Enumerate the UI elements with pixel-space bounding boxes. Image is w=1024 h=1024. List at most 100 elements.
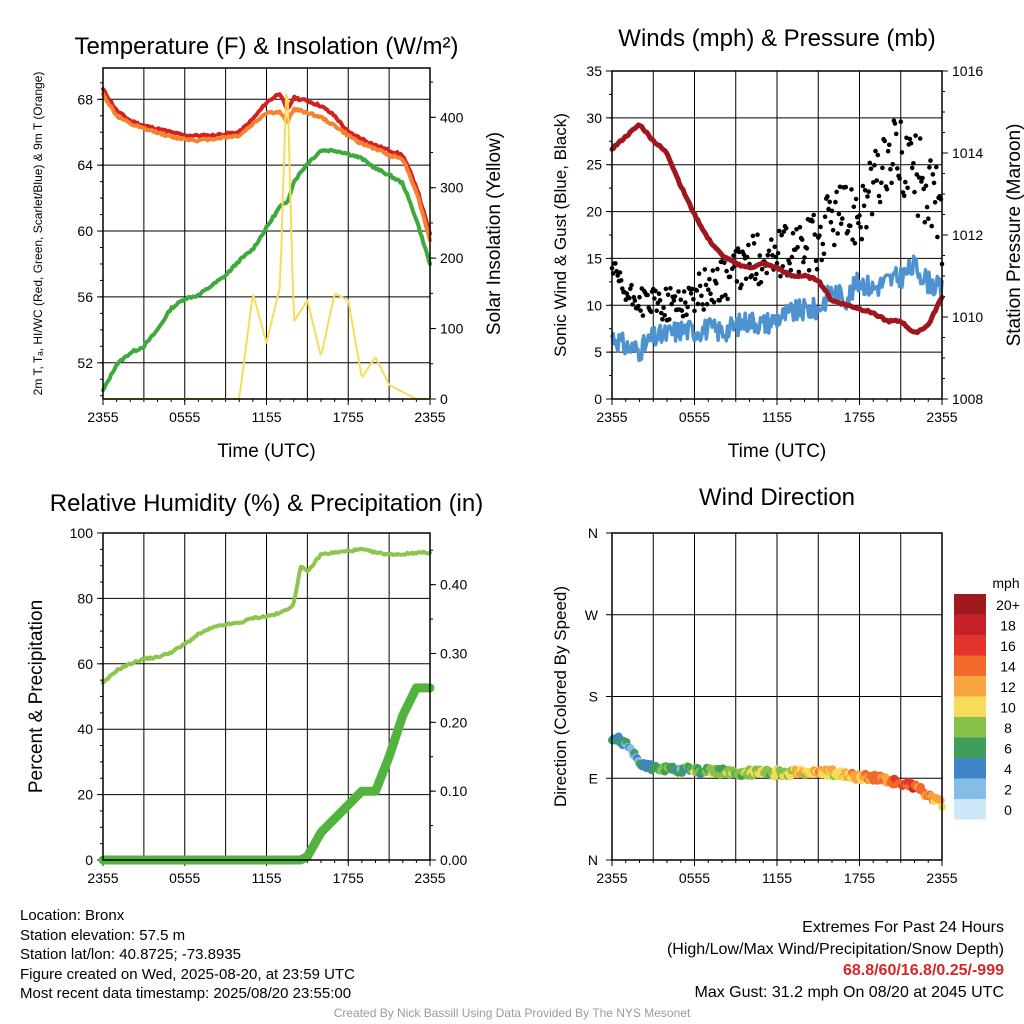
series-line-9m-t [101,91,432,243]
gust-point [919,179,924,184]
gust-point [688,291,694,296]
gust-point [620,286,625,291]
gust-point [806,268,812,273]
series-line-2m-t [101,87,432,236]
gust-point [827,199,832,205]
extremes-subtitle: (High/Low/Max Wind/Precipitation/Snow De… [666,940,1004,958]
y-tick-label: 52 [77,355,93,371]
gust-point [934,164,939,170]
gust-point [691,296,696,302]
y-tick-label: 40 [77,721,93,737]
gust-point [764,270,769,276]
legend-swatch [954,635,986,656]
gust-point [836,211,842,217]
y-tick-label: 60 [77,223,93,239]
y2-tick-label: 1008 [952,391,983,407]
gust-point [930,172,936,177]
gust-point [790,230,796,236]
gust-point [679,308,685,313]
x-tick-label: 2355 [596,870,627,886]
credit-line: Created By Nick Bassill Using Data Provi… [333,1006,691,1020]
gust-point [736,249,742,255]
gust-point [802,255,807,260]
panel-2: 2355 0555 1155 1755 2355 0 5 10 15 20 25 30 35 1008 10… [551,63,1024,462]
gust-point [757,253,763,258]
y-tick-label: 68 [77,91,93,107]
gust-point [739,282,744,288]
legend-label: 12 [1000,679,1016,695]
y2-tick-label: 300 [440,180,464,196]
gust-point [879,180,884,186]
gust-point [853,196,859,202]
gust-point [648,309,654,315]
gust-point [917,136,923,141]
gust-point [885,148,891,154]
gust-point [882,138,887,144]
y2-axis-label: Solar Insolation (Yellow) [484,132,505,335]
gust-point [779,232,784,238]
gust-point [901,193,907,199]
gust-point [797,224,803,230]
gust-point [874,178,879,183]
y-tick-label: N [588,852,598,868]
legend-swatch [954,676,986,697]
gust-point [755,232,760,237]
legend-swatch [954,614,986,635]
gust-point [752,276,758,282]
y2-tick-label: 400 [440,109,464,125]
gust-point [867,160,873,166]
y-tick-label: 56 [77,289,93,305]
gust-point [727,274,733,280]
gust-point [817,233,822,238]
y2-axis-label: Station Pressure (Maroon) [1004,124,1024,347]
y2-tick-label: 1012 [952,227,983,243]
gust-point [895,166,900,171]
panel-4: 2355 0555 1155 1755 2355 N E S W N Direction (Colo… [551,525,958,886]
legend-label: 14 [1000,659,1016,675]
gust-point [877,199,883,205]
gust-point [924,204,930,210]
gust-point [889,180,894,186]
legend-swatch [954,778,986,799]
y-tick-label: 25 [586,157,602,173]
gust-point [860,183,866,189]
gust-point [657,298,663,303]
speed-legend: mph 20+ 18 16 14 12 10 8 6 4 2 0 [954,575,1020,820]
legend-swatch [954,594,986,615]
y-tick-label: 60 [77,656,93,672]
gust-point [801,259,806,265]
gust-point [873,148,878,154]
gust-point [660,317,665,322]
gust-point [852,241,858,246]
gust-point [746,242,751,248]
gust-point [707,276,712,282]
x-tick-label: 2355 [414,409,445,425]
gust-point [826,206,831,212]
gust-point [671,298,677,303]
gust-point [875,152,881,158]
legend-label: 20+ [996,597,1020,613]
gust-point [734,279,740,284]
gust-point [751,241,757,246]
gust-point [850,237,855,242]
gust-point [866,189,871,194]
y-tick-label: 100 [70,525,94,541]
y2-tick-label: 100 [440,321,464,337]
gust-point [692,308,697,314]
gust-point [685,304,690,310]
gust-point [749,273,755,278]
gust-point [911,161,916,166]
gust-point [828,220,834,225]
legend-label: 0 [1004,802,1012,818]
gust-point [818,224,823,230]
x-tick-label: 1155 [762,409,792,425]
direction-points [608,732,946,811]
gust-point [845,228,851,234]
gust-point [892,121,898,126]
gust-point [838,221,844,227]
gust-point [723,292,728,298]
y-tick-label: 0 [594,391,602,407]
gust-point [819,257,824,263]
y2-tick-label: 0.20 [440,714,467,730]
gust-point [851,204,857,210]
